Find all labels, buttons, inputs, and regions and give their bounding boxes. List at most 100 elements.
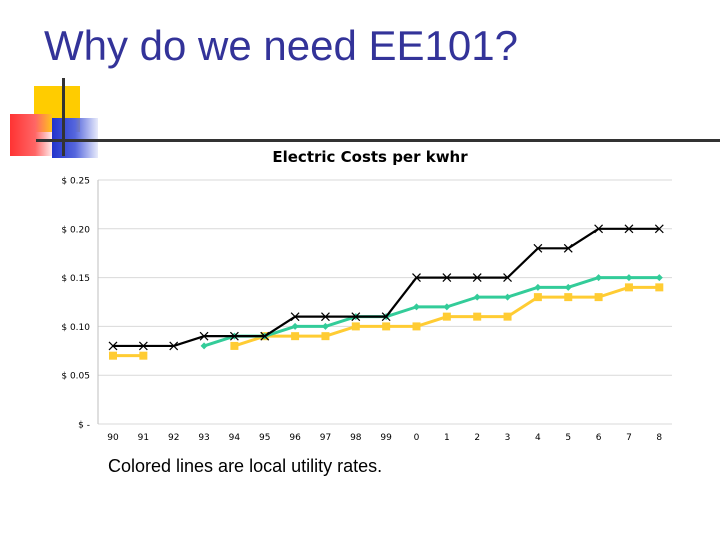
data-point	[290, 312, 300, 322]
data-point	[564, 283, 572, 291]
data-point	[109, 351, 117, 360]
y-tick-label: $ 0.25	[61, 177, 90, 187]
data-point	[291, 332, 300, 341]
data-point	[625, 274, 633, 282]
x-tick-label: 92	[168, 433, 179, 443]
data-point	[412, 273, 421, 283]
data-point	[655, 274, 663, 282]
data-point	[624, 283, 633, 292]
x-tick-label: 4	[535, 433, 541, 443]
x-tick-label: 0	[414, 433, 420, 443]
x-tick-label: 7	[626, 433, 632, 443]
data-point	[382, 322, 391, 331]
data-point	[595, 274, 603, 282]
x-tick-label: 91	[138, 433, 149, 443]
data-point	[139, 351, 148, 360]
marker-stroke	[624, 224, 634, 234]
marker-stroke	[594, 224, 604, 234]
chart-title: Electric Costs per kwhr	[272, 148, 468, 166]
x-tick-label: 93	[198, 433, 209, 443]
data-point	[413, 303, 420, 311]
data-point	[564, 293, 573, 302]
y-tick-label: $ -	[78, 421, 90, 431]
decor-red-square	[10, 114, 52, 156]
marker-stroke	[199, 331, 209, 341]
x-tick-label: 6	[596, 433, 602, 443]
data-point	[443, 303, 451, 311]
data-point	[533, 243, 543, 253]
marker-stroke	[472, 273, 482, 283]
y-tick-label: $ 0.20	[61, 225, 90, 235]
marker-stroke	[351, 312, 361, 322]
data-point	[230, 341, 239, 350]
data-point	[321, 332, 330, 341]
data-point	[563, 243, 573, 253]
data-point	[472, 273, 482, 283]
x-tick-label: 3	[505, 433, 511, 443]
marker-stroke	[503, 273, 512, 283]
data-point	[291, 322, 299, 330]
decor-horizontal-line	[36, 139, 720, 142]
marker-stroke	[169, 341, 179, 351]
data-point	[442, 312, 451, 321]
data-point	[200, 342, 208, 350]
x-tick-label: 96	[289, 433, 301, 443]
data-point	[504, 293, 512, 301]
x-tick-label: 94	[229, 433, 241, 443]
marker-stroke	[138, 341, 148, 351]
data-point	[108, 341, 118, 351]
data-point	[654, 224, 664, 234]
slide-title: Why do we need EE101?	[44, 22, 518, 69]
marker-stroke	[260, 331, 270, 341]
data-point	[533, 293, 542, 302]
x-tick-label: 99	[380, 433, 392, 443]
x-tick-label: 8	[656, 433, 662, 443]
marker-stroke	[381, 312, 391, 322]
marker-stroke	[412, 273, 421, 283]
data-point	[138, 341, 148, 351]
data-point	[381, 312, 391, 322]
data-point	[351, 322, 360, 331]
data-point	[594, 224, 604, 234]
x-tick-label: 2	[474, 433, 480, 443]
marker-stroke	[321, 312, 330, 322]
data-point	[351, 312, 361, 322]
marker-stroke	[654, 224, 664, 234]
data-point	[169, 341, 179, 351]
marker-stroke	[442, 273, 452, 283]
marker-stroke	[229, 331, 239, 341]
series-line	[203, 276, 660, 348]
chart-caption: Colored lines are local utility rates.	[108, 456, 383, 476]
marker-stroke	[290, 312, 300, 322]
x-tick-label: 5	[565, 433, 571, 443]
x-tick-label: 95	[259, 433, 270, 443]
x-tick-label: 98	[350, 433, 362, 443]
data-point	[624, 224, 634, 234]
data-point	[534, 283, 542, 291]
decor-blue-square	[52, 118, 98, 158]
x-tick-label: 97	[320, 433, 331, 443]
x-tick-label: 90	[107, 433, 119, 443]
data-point	[229, 331, 239, 341]
x-tick-label: 1	[444, 433, 450, 443]
data-point	[260, 331, 270, 341]
marker-stroke	[533, 243, 543, 253]
y-tick-label: $ 0.10	[61, 323, 90, 333]
data-point	[473, 312, 482, 321]
marker-stroke	[108, 341, 118, 351]
y-tick-label: $ 0.15	[61, 274, 90, 284]
data-point	[321, 322, 329, 330]
data-point	[199, 331, 209, 341]
data-point	[503, 273, 512, 283]
data-point	[655, 283, 664, 292]
marker-stroke	[563, 243, 573, 253]
data-point	[473, 293, 481, 301]
data-point	[321, 312, 330, 322]
data-point	[503, 312, 512, 321]
y-tick-label: $ 0.05	[61, 372, 90, 382]
decor-vertical-line	[62, 78, 65, 156]
data-point	[442, 273, 452, 283]
data-point	[412, 322, 421, 331]
data-point	[594, 293, 603, 302]
